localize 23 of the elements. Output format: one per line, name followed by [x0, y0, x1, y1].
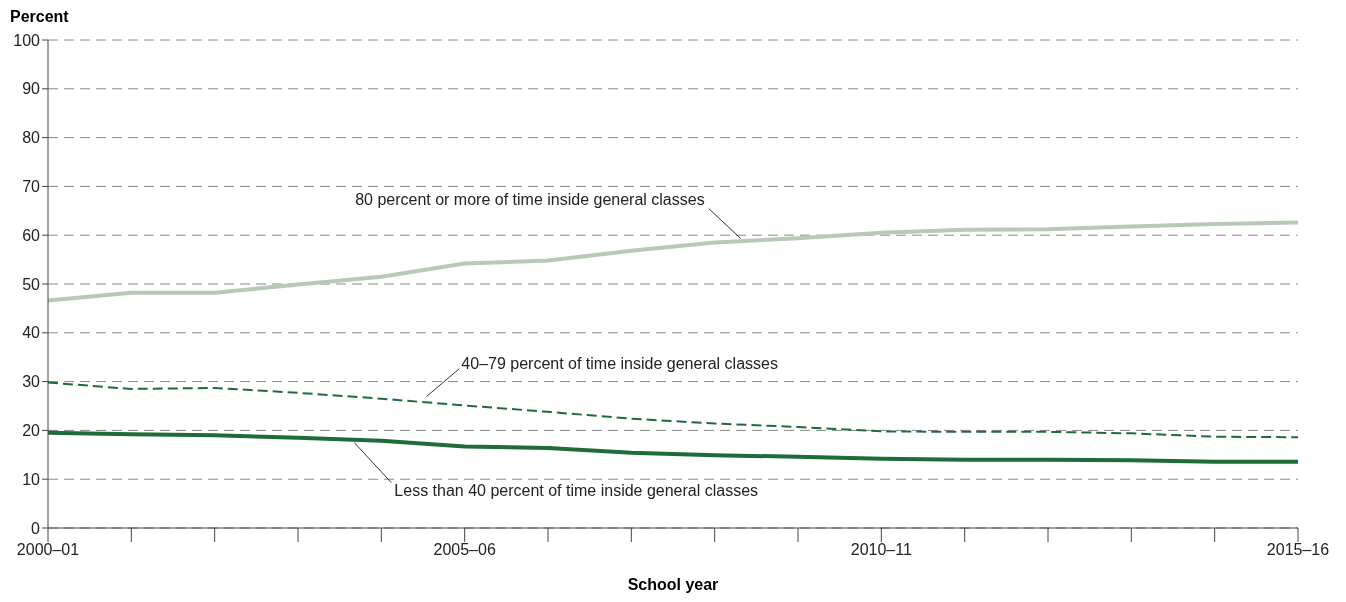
y-tick-label: 40	[22, 324, 41, 342]
text: 40–79 percent of time inside general classes	[461, 354, 778, 372]
line-series	[47, 381, 1299, 439]
text: 80 percent or more of time inside general classes	[355, 190, 705, 208]
y-tick-label: 30	[22, 373, 41, 391]
x-tick-label: 2005–06	[433, 541, 496, 559]
x-tick-label: 2000–01	[16, 541, 80, 559]
y-tick-label: 90	[22, 80, 41, 98]
x-tick-label: 2015–16	[1266, 541, 1330, 559]
x-tick-label: 2010–11	[850, 541, 912, 559]
x-axis-title: School year	[626, 576, 720, 594]
y-tick-label: 10	[22, 470, 41, 488]
y-tick-label: 0	[31, 519, 41, 537]
line-series	[46, 220, 1300, 303]
series-label: Less than 40 percent of time inside general classes	[394, 481, 759, 499]
y-axis-title: Percent	[10, 8, 69, 26]
y-tick-label: 60	[22, 226, 41, 244]
y-tick-label: 50	[22, 275, 41, 293]
y-tick-label: 20	[22, 422, 41, 440]
y-tick-label: 70	[22, 178, 41, 196]
y-tick-label: 100	[13, 31, 41, 49]
y-tick-label: 80	[22, 129, 41, 147]
line-series	[46, 430, 1300, 464]
